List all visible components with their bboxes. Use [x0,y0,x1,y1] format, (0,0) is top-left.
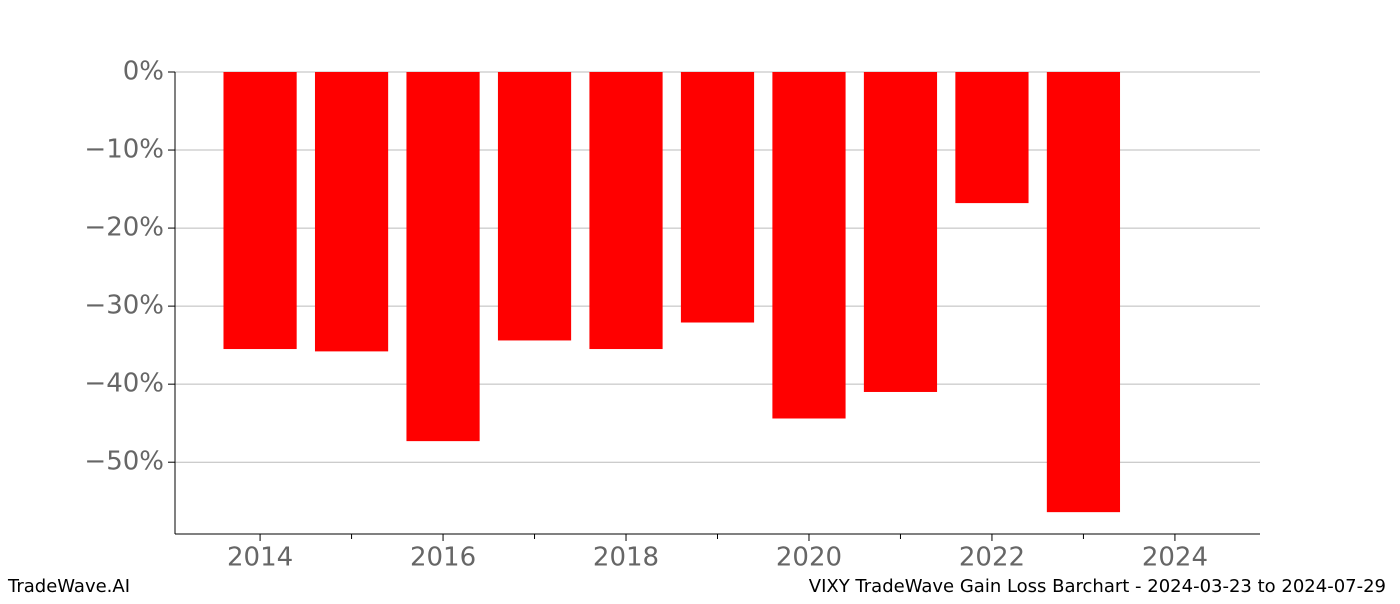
y-tick-label: −20% [84,213,164,243]
y-tick-label: −40% [84,369,164,399]
chart-title: VIXY TradeWave Gain Loss Barchart - 2024… [809,576,1386,597]
y-tick-label: 0% [123,57,164,87]
y-tick-label: −50% [84,447,164,477]
x-tick-label: 2020 [776,543,842,573]
x-tick-label: 2022 [959,543,1025,573]
x-tick-label: 2018 [593,543,659,573]
bar [955,72,1029,204]
y-tick-label: −30% [84,291,164,321]
bar [406,72,480,442]
bar [772,72,846,419]
brand: TradeWave.AI [7,576,130,597]
bar [1046,72,1121,513]
bar [223,72,297,350]
x-tick-label: 2014 [227,543,293,573]
bar [497,72,572,341]
bar [589,72,663,350]
x-tick-label: 2024 [1142,543,1208,573]
x-tick-label: 2016 [410,543,476,573]
bar [863,72,938,392]
y-tick-label: −10% [84,135,164,165]
bar [314,72,389,352]
bar [680,72,755,323]
